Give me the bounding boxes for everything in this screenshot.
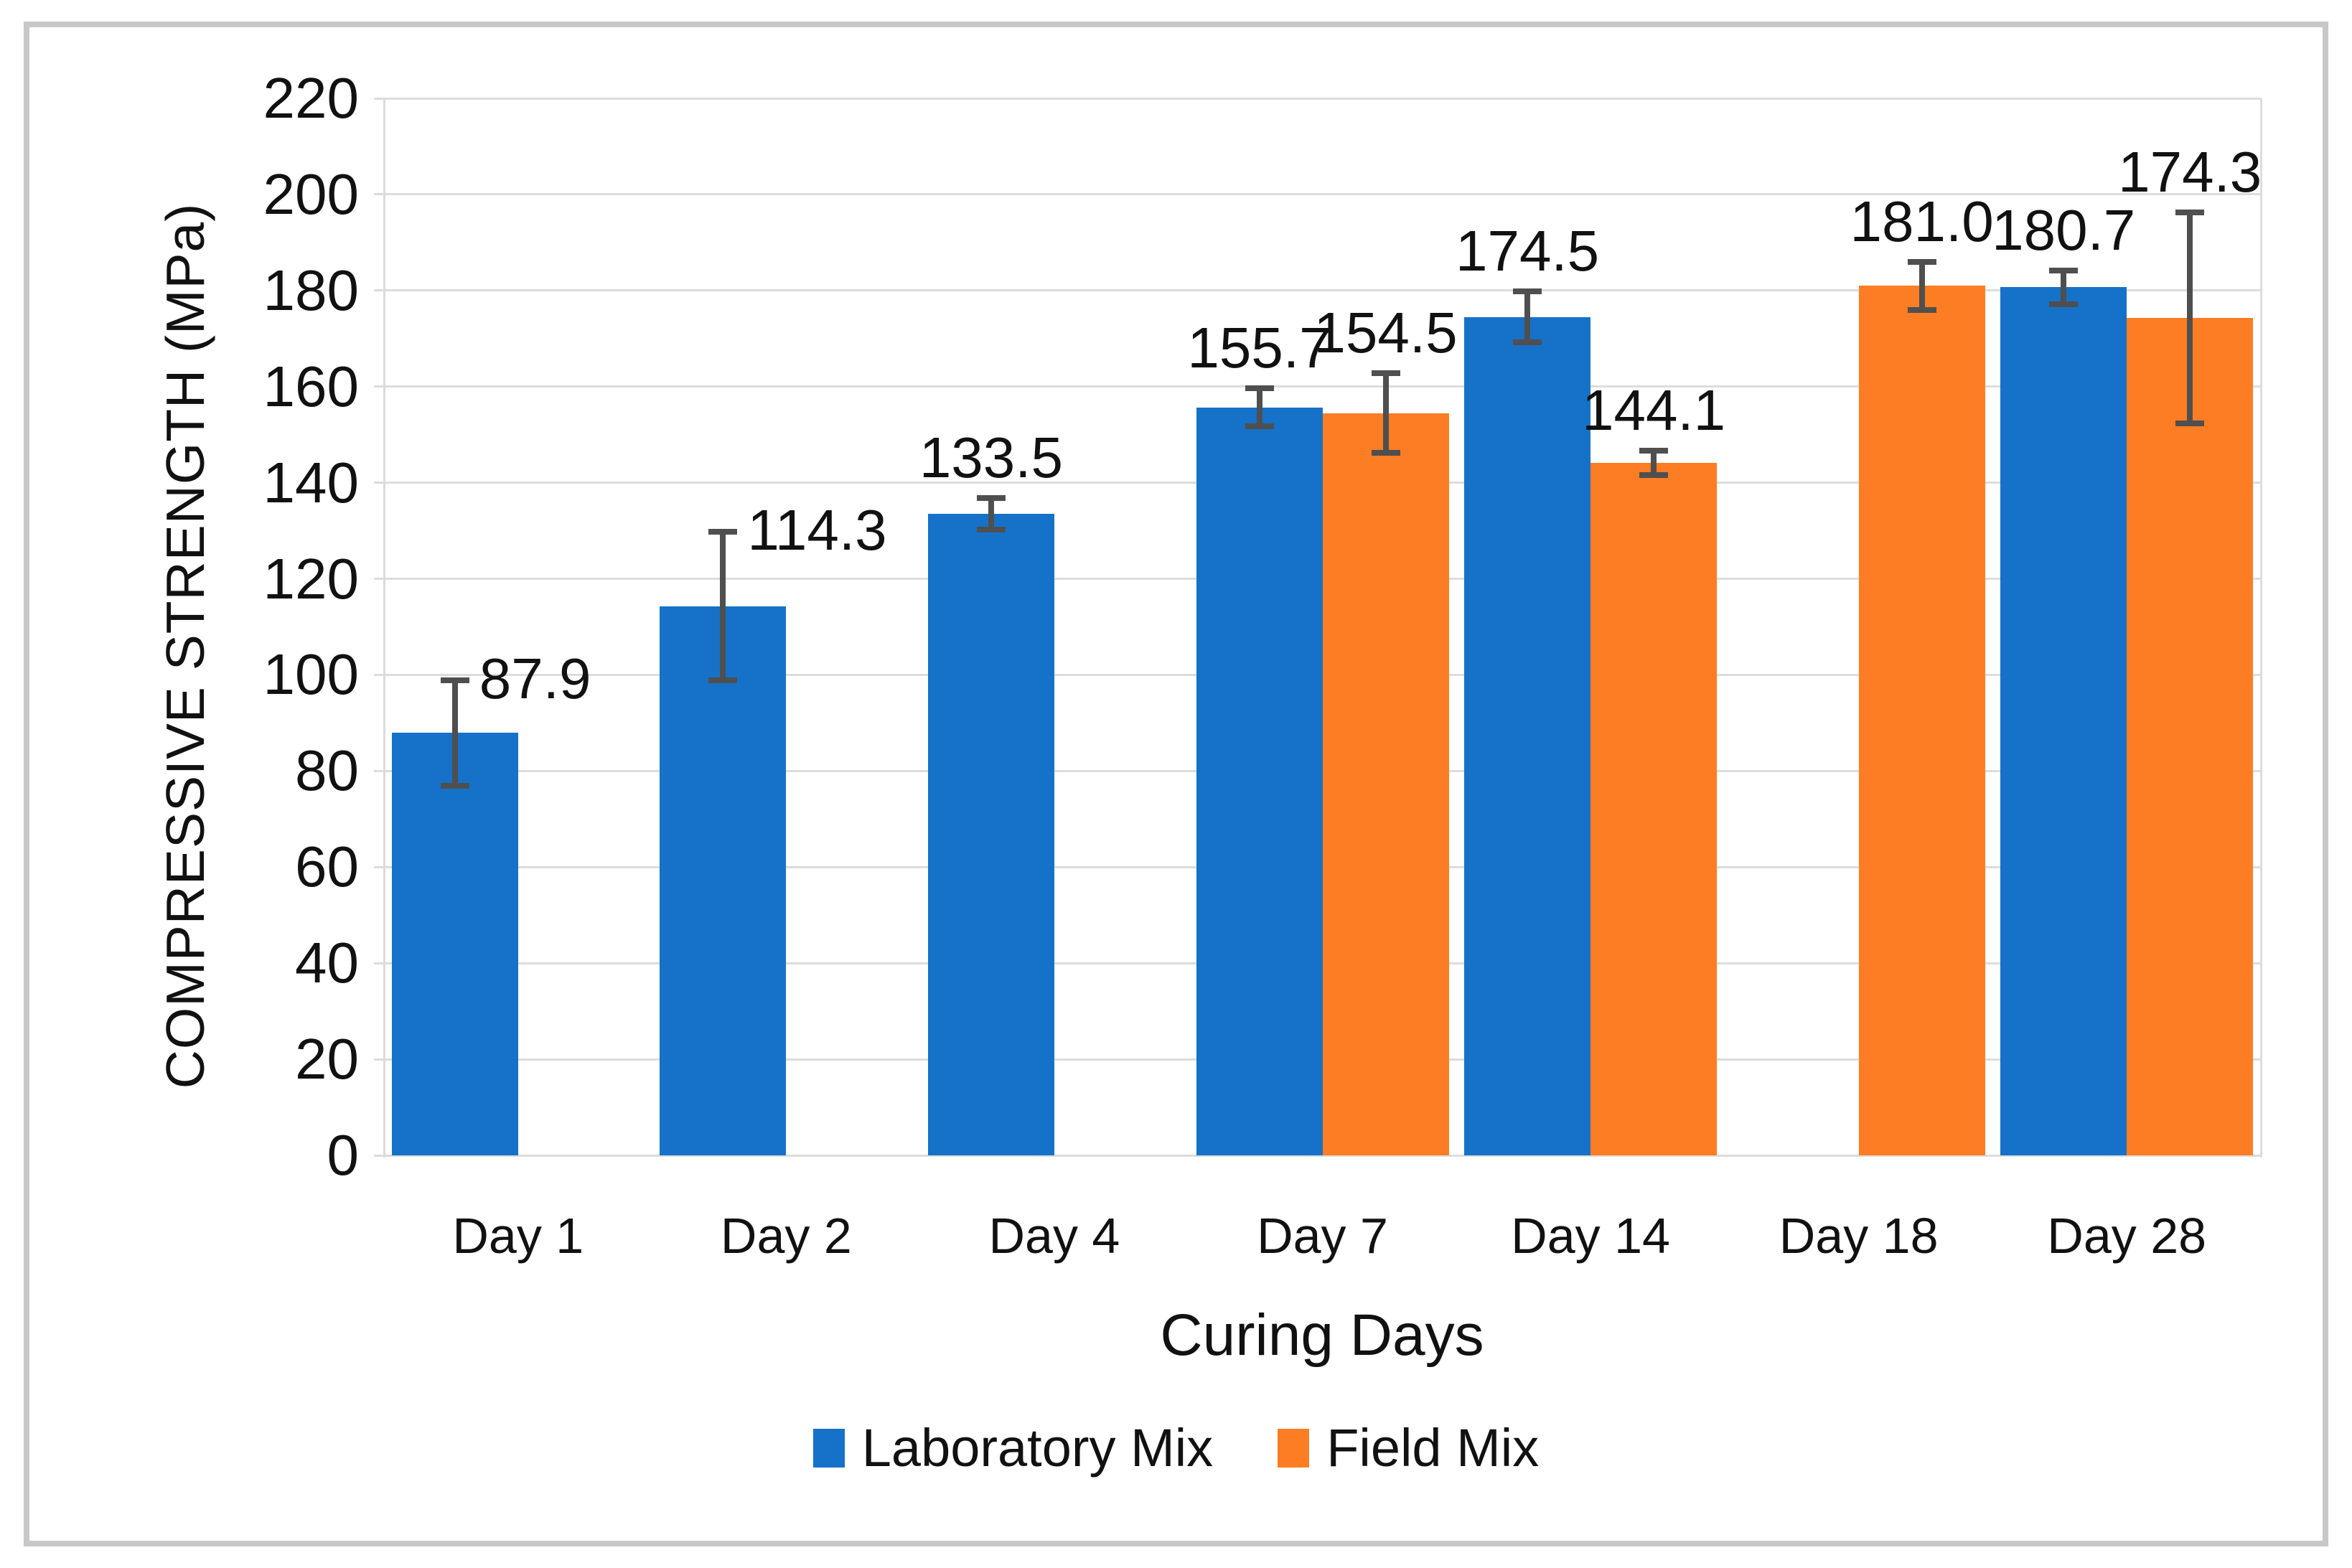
y-tick-mark-40	[374, 962, 384, 964]
error-bar-bottom-cap-laboratory-mix-day-1	[440, 783, 469, 789]
error-bar-top-cap-laboratory-mix-day-28	[2049, 267, 2079, 273]
y-tick-label-40: 40	[295, 931, 359, 995]
gridline-200	[384, 193, 2261, 196]
data-label-field-mix-day-28: 174.3	[2118, 139, 2262, 204]
error-bar-line-laboratory-mix-day-7	[1256, 388, 1262, 427]
y-tick-mark-160	[374, 385, 384, 388]
error-bar-top-cap-laboratory-mix-day-4	[976, 495, 1006, 502]
x-tick-label-day-28: Day 28	[2047, 1208, 2207, 1264]
bar-laboratory-mix-day-2	[660, 606, 787, 1155]
plot-right-border	[2259, 98, 2262, 1158]
error-bar-top-cap-laboratory-mix-day-7	[1245, 385, 1274, 391]
y-tick-label-20: 20	[295, 1027, 359, 1092]
error-bar-bottom-cap-field-mix-day-14	[1639, 471, 1669, 478]
y-tick-label-200: 200	[263, 161, 359, 226]
legend-swatch-laboratory-mix	[812, 1429, 845, 1468]
legend-label-laboratory-mix: Laboratory Mix	[861, 1418, 1214, 1478]
error-bar-top-cap-field-mix-day-18	[1907, 258, 1936, 265]
gridline-180	[384, 289, 2261, 292]
y-axis-line	[383, 98, 385, 1158]
error-bar-line-laboratory-mix-day-2	[720, 531, 726, 681]
bar-laboratory-mix-day-28	[2000, 287, 2127, 1155]
bar-field-mix-day-28	[2127, 317, 2254, 1155]
error-bar-bottom-cap-field-mix-day-28	[2175, 421, 2205, 427]
y-tick-mark-120	[374, 578, 384, 581]
legend-label-field-mix: Field Mix	[1326, 1418, 1540, 1478]
data-label-laboratory-mix-day-4: 133.5	[919, 426, 1064, 490]
data-label-laboratory-mix-day-28: 180.7	[1992, 197, 2136, 262]
error-bar-bottom-cap-field-mix-day-7	[1371, 450, 1400, 456]
bar-laboratory-mix-day-7	[1196, 407, 1323, 1155]
y-tick-label-80: 80	[295, 738, 359, 803]
y-tick-label-220: 220	[263, 66, 359, 130]
legend-item-laboratory-mix: Laboratory Mix	[812, 1418, 1214, 1478]
error-bar-top-cap-field-mix-day-7	[1371, 370, 1400, 376]
error-bar-bottom-cap-laboratory-mix-day-7	[1245, 423, 1274, 430]
error-bar-bottom-cap-laboratory-mix-day-4	[976, 527, 1006, 533]
y-tick-label-140: 140	[263, 450, 359, 515]
error-bar-bottom-cap-laboratory-mix-day-14	[1513, 339, 1542, 346]
bar-laboratory-mix-day-4	[927, 514, 1054, 1155]
legend: Laboratory Mix Field Mix	[0, 1419, 2352, 1477]
bar-field-mix-day-7	[1322, 413, 1449, 1155]
data-label-field-mix-day-14: 144.1	[1581, 378, 1726, 443]
error-bar-top-cap-laboratory-mix-day-14	[1513, 288, 1542, 295]
error-bar-top-cap-field-mix-day-28	[2175, 209, 2205, 215]
y-tick-label-160: 160	[263, 354, 359, 418]
bar-field-mix-day-18	[1858, 286, 1985, 1155]
y-tick-mark-60	[374, 865, 384, 868]
error-bar-top-cap-field-mix-day-14	[1639, 448, 1669, 454]
gridline-160	[384, 385, 2261, 388]
y-tick-label-60: 60	[295, 835, 359, 899]
data-label-laboratory-mix-day-14: 174.5	[1455, 219, 1600, 283]
error-bar-line-field-mix-day-28	[2187, 212, 2193, 424]
error-bar-line-laboratory-mix-day-14	[1524, 291, 1531, 343]
x-tick-label-day-4: Day 4	[988, 1208, 1120, 1264]
y-tick-mark-220	[374, 97, 384, 100]
error-bar-bottom-cap-field-mix-day-18	[1907, 306, 1936, 313]
error-bar-line-laboratory-mix-day-4	[988, 498, 994, 530]
legend-swatch-field-mix	[1278, 1429, 1310, 1468]
y-tick-mark-200	[374, 193, 384, 196]
x-tick-label-day-18: Day 18	[1779, 1208, 1939, 1264]
y-tick-label-100: 100	[263, 642, 359, 707]
y-tick-label-120: 120	[263, 546, 359, 611]
x-tick-label-day-14: Day 14	[1511, 1208, 1670, 1264]
bar-laboratory-mix-day-1	[391, 733, 518, 1155]
legend-item-field-mix: Field Mix	[1278, 1419, 1539, 1477]
y-tick-label-180: 180	[263, 258, 359, 322]
error-bar-top-cap-laboratory-mix-day-2	[708, 528, 738, 535]
y-tick-mark-140	[374, 482, 384, 484]
error-bar-line-field-mix-day-7	[1382, 372, 1389, 454]
y-tick-mark-80	[374, 769, 384, 772]
error-bar-bottom-cap-laboratory-mix-day-2	[708, 677, 738, 684]
y-tick-mark-20	[374, 1058, 384, 1061]
y-tick-mark-100	[374, 673, 384, 676]
error-bar-line-field-mix-day-14	[1651, 451, 1657, 475]
data-label-laboratory-mix-day-1: 87.9	[479, 646, 591, 710]
bar-laboratory-mix-day-14	[1464, 316, 1591, 1155]
y-tick-label-0: 0	[327, 1123, 360, 1187]
gridline-0	[384, 1154, 2261, 1157]
y-tick-mark-0	[374, 1154, 384, 1157]
x-tick-label-day-7: Day 7	[1257, 1208, 1388, 1264]
bar-field-mix-day-14	[1590, 463, 1718, 1155]
data-label-field-mix-day-18: 181.0	[1850, 189, 1994, 253]
data-label-laboratory-mix-day-7: 155.7	[1187, 315, 1331, 380]
y-axis-title: COMPRESSIVE STRENGTH (MPa)	[155, 202, 215, 1089]
y-tick-mark-180	[374, 289, 384, 292]
gridline-220	[384, 97, 2261, 100]
x-tick-label-day-2: Day 2	[720, 1208, 852, 1264]
data-label-field-mix-day-7: 154.5	[1313, 300, 1458, 365]
error-bar-top-cap-laboratory-mix-day-1	[440, 677, 469, 683]
data-label-laboratory-mix-day-2: 114.3	[747, 497, 887, 562]
x-tick-label-day-1: Day 1	[452, 1208, 584, 1264]
error-bar-bottom-cap-laboratory-mix-day-28	[2049, 301, 2079, 307]
x-axis-title: Curing Days	[1160, 1302, 1484, 1368]
error-bar-line-laboratory-mix-day-28	[2061, 270, 2067, 304]
error-bar-line-laboratory-mix-day-1	[451, 680, 458, 787]
error-bar-line-field-mix-day-18	[1918, 261, 1925, 310]
